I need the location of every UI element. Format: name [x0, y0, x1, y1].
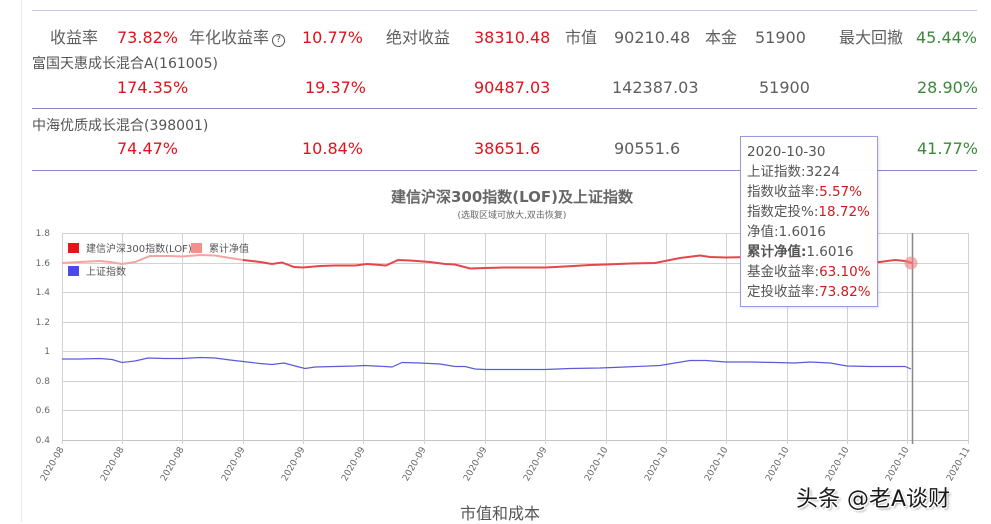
fund-principal: 51900: [759, 78, 810, 97]
legend-swatch: [191, 243, 202, 253]
yield-label: 收益率: [50, 28, 99, 47]
tooltip-index-return: 指数收益率:5.57%: [747, 184, 862, 200]
tooltip-fund-return: 基金收益率:63.10%: [747, 264, 871, 280]
annual-yield-label: 年化收益率?: [189, 28, 286, 48]
absolute-return-value: 38310.48: [474, 28, 551, 47]
legend-item-sh-index[interactable]: 上证指数: [68, 263, 126, 278]
svg-text:2020-10: 2020-10: [884, 445, 912, 483]
svg-text:1.4: 1.4: [36, 288, 51, 298]
svg-text:2020-10: 2020-10: [764, 445, 792, 483]
tooltip-nav: 净值:1.6016: [747, 224, 826, 240]
fund-annual-yield: 19.37%: [305, 78, 367, 97]
fund-market-value: 142387.03: [612, 78, 699, 97]
tooltip-dca-return: 定投收益率:73.82%: [747, 284, 871, 300]
svg-text:2020-10: 2020-10: [643, 445, 671, 483]
tooltip-index-dca: 指数定投%:18.72%: [747, 204, 870, 220]
chart-subtitle: (选取区域可放大,双击恢复): [457, 211, 567, 221]
legend-item-fund[interactable]: 建信沪深300指数(LOF): [68, 240, 192, 255]
divider-bottom: [32, 170, 977, 171]
svg-text:2020-10: 2020-10: [703, 445, 731, 483]
y-axis-ticks: 1.8 1.6 1.4 1.2 1 0.8 0.6 0.4: [36, 229, 51, 446]
svg-text:2020-09: 2020-09: [340, 445, 368, 483]
fund-yield: 174.35%: [117, 78, 189, 97]
fund-name[interactable]: 富国天惠成长混合A(161005): [32, 56, 218, 72]
section-title-market-value-cost: 市值和成本: [460, 504, 541, 523]
legend-swatch: [68, 266, 79, 276]
legend-item-acc-nav[interactable]: 累计净值: [191, 240, 249, 255]
svg-text:2020-11: 2020-11: [945, 446, 972, 484]
x-axis-ticks: 2020-08 2020-08 2020-08 2020-09 2020-09 …: [39, 445, 972, 483]
absolute-return-label: 绝对收益: [386, 28, 451, 47]
svg-text:0.8: 0.8: [36, 377, 51, 387]
divider-top: [32, 10, 977, 11]
hover-point-marker: [904, 256, 918, 270]
legend-swatch: [68, 243, 79, 253]
annual-yield-value: 10.77%: [302, 28, 364, 47]
principal-label: 本金: [705, 28, 738, 47]
market-value-label: 市值: [565, 28, 598, 47]
question-circle-icon[interactable]: ?: [272, 34, 286, 47]
svg-text:2020-09: 2020-09: [220, 445, 248, 483]
divider-fund: [32, 108, 977, 109]
svg-text:2020-10: 2020-10: [583, 445, 611, 483]
svg-text:2020-09: 2020-09: [522, 445, 550, 483]
svg-text:2020-08: 2020-08: [39, 445, 67, 483]
svg-text:1: 1: [44, 347, 50, 357]
chart-title: 建信沪深300指数(LOF)及上证指数: [390, 188, 634, 206]
fund-yield: 74.47%: [117, 139, 179, 158]
chart-tooltip: 2020-10-30 上证指数:3224 指数收益率:5.57% 指数定投%:1…: [740, 136, 878, 307]
tooltip-date: 2020-10-30: [747, 144, 826, 160]
max-drawdown-value: 45.44%: [916, 28, 978, 47]
fund-max-drawdown: 28.90%: [917, 78, 979, 97]
page-left-border: [21, 0, 22, 522]
fund-market-value: 90551.6: [614, 139, 681, 158]
fund-annual-yield: 10.84%: [302, 139, 364, 158]
svg-text:1.8: 1.8: [36, 229, 51, 239]
svg-text:0.4: 0.4: [36, 436, 51, 446]
fund-absolute-return: 38651.6: [474, 139, 541, 158]
svg-text:2020-10: 2020-10: [824, 445, 852, 483]
svg-text:0.6: 0.6: [36, 406, 51, 416]
series-line-sh-index: [62, 356, 912, 371]
fund-max-drawdown: 41.77%: [917, 139, 979, 158]
svg-text:2020-09: 2020-09: [280, 445, 308, 483]
svg-text:2020-09: 2020-09: [401, 445, 429, 483]
max-drawdown-label: 最大回撤: [839, 28, 904, 47]
principal-value: 51900: [755, 28, 806, 47]
watermark: 头条 @老A谈财: [796, 487, 951, 512]
series-line-acc-nav: [61, 253, 244, 266]
svg-text:2020-08: 2020-08: [99, 445, 127, 483]
svg-text:1.6: 1.6: [36, 259, 51, 269]
svg-text:1.2: 1.2: [36, 318, 50, 328]
tooltip-acc-nav: 累计净值:1.6016: [747, 244, 854, 260]
tooltip-sh-index: 上证指数:3224: [747, 164, 840, 180]
fund-absolute-return: 90487.03: [474, 78, 551, 97]
svg-text:2020-09: 2020-09: [462, 445, 490, 483]
fund-name[interactable]: 中海优质成长混合(398001): [32, 118, 209, 134]
market-value-value: 90210.48: [614, 28, 691, 47]
svg-text:2020-08: 2020-08: [159, 445, 187, 483]
yield-value: 73.82%: [117, 28, 179, 47]
